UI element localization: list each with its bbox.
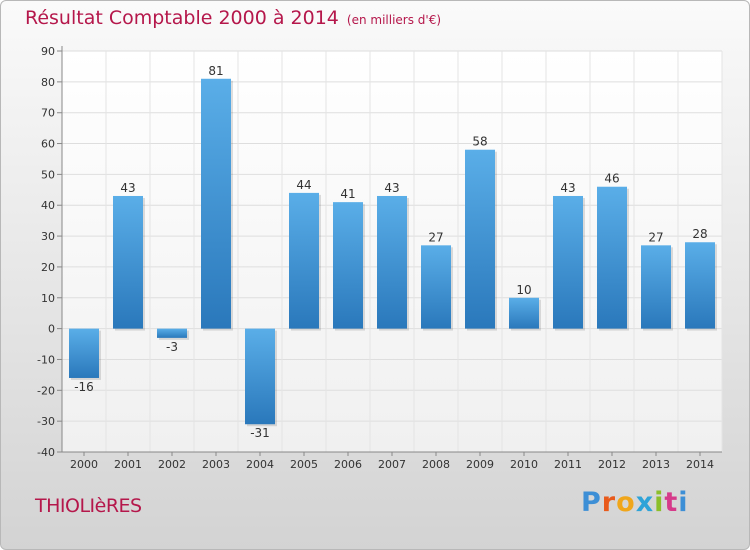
y-tick-label: 30 bbox=[41, 230, 55, 243]
value-label: 28 bbox=[692, 227, 707, 241]
y-tick-label: -20 bbox=[37, 384, 55, 397]
y-tick-label: 80 bbox=[41, 76, 55, 89]
bar-2002 bbox=[157, 328, 187, 338]
value-label: 43 bbox=[384, 181, 399, 195]
value-label: 58 bbox=[472, 135, 487, 149]
chart-title-main: Résultat Comptable 2000 à 2014 bbox=[25, 7, 339, 29]
value-label: 41 bbox=[340, 187, 355, 201]
value-label: 43 bbox=[120, 181, 135, 195]
y-tick-label: 60 bbox=[41, 138, 55, 151]
value-label: 43 bbox=[560, 181, 575, 195]
x-tick-label: 2005 bbox=[290, 458, 318, 471]
bar-2013 bbox=[641, 245, 671, 329]
bar-2004 bbox=[245, 328, 275, 425]
bar-2009 bbox=[465, 149, 495, 329]
x-tick-label: 2000 bbox=[70, 458, 98, 471]
x-tick-label: 2014 bbox=[686, 458, 714, 471]
y-tick-label: -40 bbox=[37, 446, 55, 459]
x-tick-label: 2002 bbox=[158, 458, 186, 471]
x-tick-label: 2012 bbox=[598, 458, 626, 471]
x-tick-label: 2009 bbox=[466, 458, 494, 471]
bar-2012 bbox=[597, 186, 627, 329]
x-tick-label: 2006 bbox=[334, 458, 362, 471]
bar-2014 bbox=[685, 242, 715, 329]
value-label: 44 bbox=[296, 178, 311, 192]
chart-unit-label: (en milliers d'€) bbox=[346, 13, 442, 27]
logo-letter: i bbox=[678, 487, 689, 518]
x-tick-label: 2008 bbox=[422, 458, 450, 471]
y-tick-label: 40 bbox=[41, 199, 55, 212]
value-label: 27 bbox=[648, 230, 663, 244]
y-tick-label: -30 bbox=[37, 415, 55, 428]
bar-2001 bbox=[113, 195, 143, 329]
y-tick-label: 90 bbox=[41, 45, 55, 58]
value-label: -31 bbox=[250, 426, 270, 440]
bar-2010 bbox=[509, 297, 539, 329]
logo-letter: i bbox=[654, 487, 665, 518]
x-tick-label: 2013 bbox=[642, 458, 670, 471]
bar-2011 bbox=[553, 195, 583, 329]
value-label: -3 bbox=[166, 340, 178, 354]
value-label: 46 bbox=[604, 172, 619, 186]
logo-letter: o bbox=[616, 487, 636, 518]
bars bbox=[69, 78, 717, 427]
y-tick-label: 70 bbox=[41, 107, 55, 120]
value-label: 81 bbox=[208, 64, 223, 78]
bar-2007 bbox=[377, 195, 407, 329]
x-tick-label: 2010 bbox=[510, 458, 538, 471]
y-tick-label: 10 bbox=[41, 292, 55, 305]
x-tick-label: 2004 bbox=[246, 458, 274, 471]
chart-title: Résultat Comptable 2000 à 2014 (en millie… bbox=[25, 7, 441, 29]
value-label: 10 bbox=[516, 283, 531, 297]
bar-2008 bbox=[421, 245, 451, 329]
logo-letter: r bbox=[601, 487, 617, 518]
x-tick-label: 2003 bbox=[202, 458, 230, 471]
x-tick-label: 2007 bbox=[378, 458, 406, 471]
bar-2003 bbox=[201, 78, 231, 329]
bar-2006 bbox=[333, 202, 363, 329]
value-labels: -16 43 -3 81 -31 44 41 43 27 58 10 43 46 27 28 bbox=[74, 64, 707, 440]
y-tick-label: 50 bbox=[41, 168, 55, 181]
proxiti-logo[interactable]: Proxiti bbox=[581, 487, 689, 518]
y-tick-label: 0 bbox=[48, 323, 55, 336]
logo-letter: x bbox=[635, 487, 655, 518]
value-label: -16 bbox=[74, 380, 94, 394]
commune-name: THIOLIèRES bbox=[35, 495, 142, 517]
value-label: 27 bbox=[428, 230, 443, 244]
logo-letter: t bbox=[664, 487, 679, 518]
bar-2000 bbox=[69, 328, 99, 378]
x-tick-label: 2011 bbox=[554, 458, 582, 471]
y-tick-label: 20 bbox=[41, 261, 55, 274]
logo-letter: P bbox=[581, 487, 602, 518]
axes: -40 -30 -20 -10 0 10 20 30 40 50 60 70 80 90 2000 2001 2… bbox=[37, 45, 722, 471]
x-tick-label: 2001 bbox=[114, 458, 142, 471]
y-tick-label: -10 bbox=[37, 353, 55, 366]
bar-2005 bbox=[289, 192, 319, 329]
